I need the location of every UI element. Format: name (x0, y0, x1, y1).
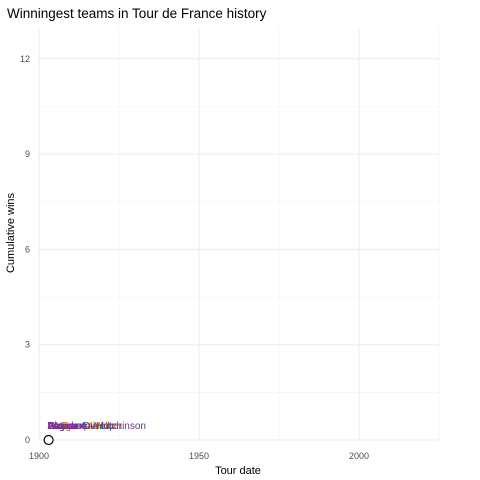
y-tick-label: 6 (25, 244, 30, 254)
y-tick-label: 0 (25, 435, 30, 445)
team-label: Ganna (48, 421, 78, 432)
x-axis-title: Tour date (215, 465, 261, 477)
team-label: La Française (48, 421, 106, 432)
team-label: Peugeot–Wolber (48, 421, 123, 432)
x-tick-label: 1900 (29, 451, 49, 461)
team-label: Automoto (48, 421, 91, 432)
team-label: Peugeot (48, 421, 85, 432)
y-tick-label: 9 (25, 149, 30, 159)
data-point (43, 434, 54, 446)
y-tick-label: 3 (25, 340, 30, 350)
x-tick-label: 1950 (189, 451, 209, 461)
team-label: Automoto–Hutchinson (48, 421, 146, 432)
team-label: Legnano (48, 421, 87, 432)
chart-title: Winningest teams in Tour de France histo… (7, 6, 267, 21)
ticks: 1900 1950 2000 0 3 6 9 12 (20, 54, 369, 461)
grid (38, 27, 440, 441)
team-label: Alcyon (48, 421, 78, 432)
team-label: Alcyon–Dunlop (48, 421, 116, 432)
y-tick-label: 12 (20, 54, 30, 64)
team-label: Wonder (48, 421, 84, 432)
y-axis-title: Cumulative wins (5, 192, 17, 273)
x-tick-label: 2000 (349, 451, 369, 461)
